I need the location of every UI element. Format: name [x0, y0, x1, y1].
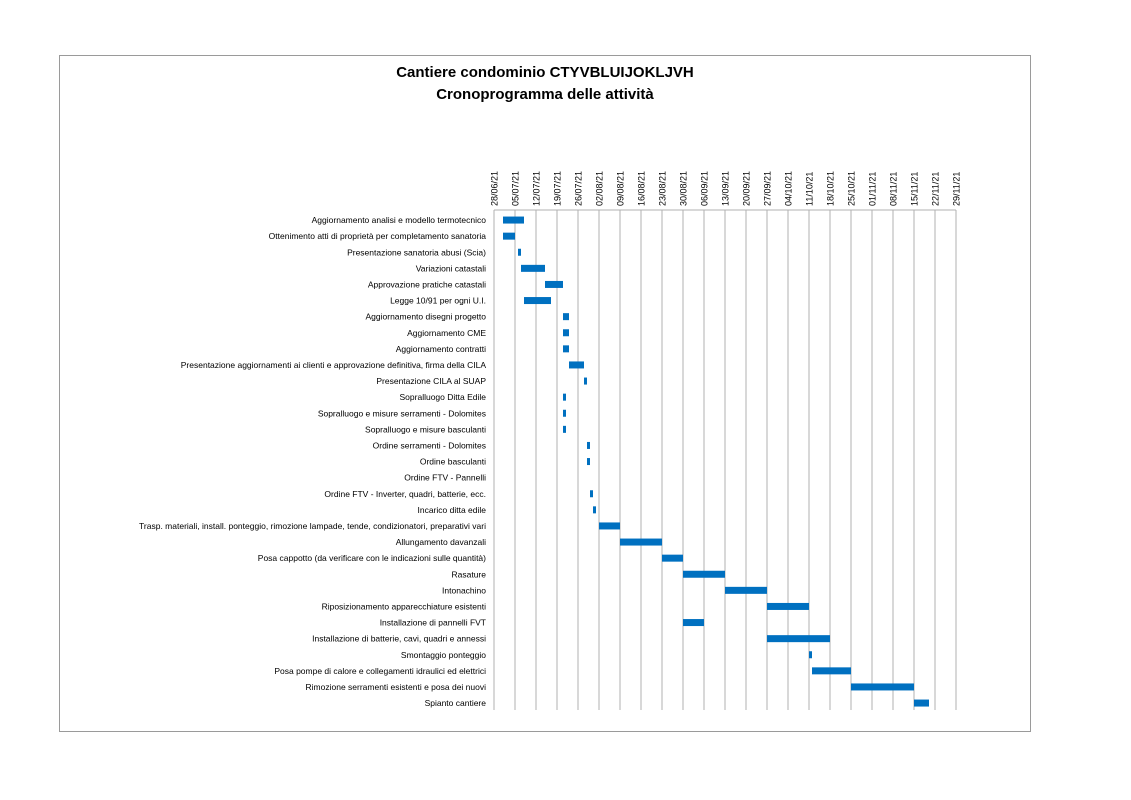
task-bar [587, 441, 590, 449]
task-label: Ordine basculanti [420, 457, 486, 467]
x-tick-label: 06/09/21 [700, 171, 710, 206]
task-bar [584, 377, 587, 385]
x-tick-label: 19/07/21 [553, 171, 563, 206]
task-label: Sopralluogo e misure basculanti [365, 424, 486, 434]
task-bar [590, 490, 593, 498]
task-bar [851, 683, 914, 691]
task-label: Spianto cantiere [425, 698, 487, 708]
x-tick-label: 13/09/21 [721, 171, 731, 206]
task-label: Presentazione aggiornamenti ai clienti e… [181, 360, 487, 370]
task-bar [563, 425, 566, 433]
x-tick-label: 30/08/21 [679, 171, 689, 206]
x-tick-label: 26/07/21 [574, 171, 584, 206]
task-bar [587, 458, 590, 466]
x-tick-label: 11/10/21 [805, 172, 815, 206]
x-tick-label: 25/10/21 [847, 171, 857, 206]
task-bar [563, 329, 569, 337]
task-label: Intonachino [442, 585, 486, 595]
chart-subtitle: Cronoprogramma delle attività [436, 86, 654, 103]
task-label: Sopralluogo e misure serramenti - Dolomi… [318, 408, 486, 418]
task-label: Smontaggio ponteggio [401, 650, 486, 660]
task-label: Sopralluogo Ditta Edile [400, 392, 487, 402]
x-tick-label: 15/11/21 [910, 172, 920, 206]
x-tick-label: 18/10/21 [826, 171, 836, 206]
task-bar [812, 667, 851, 675]
task-label: Presentazione CILA al SUAP [376, 376, 486, 386]
task-bar [503, 232, 515, 240]
task-label: Ordine FTV - Inverter, quadri, batterie,… [324, 489, 486, 499]
task-bar [563, 313, 569, 321]
task-bar [503, 216, 524, 224]
task-bar [524, 297, 551, 305]
x-tick-label: 22/11/21 [931, 172, 941, 206]
task-label: Variazioni catastali [416, 263, 486, 273]
task-label: Aggiornamento contratti [396, 344, 486, 354]
x-tick-label: 12/07/21 [532, 171, 542, 206]
task-bar [521, 264, 545, 272]
task-label: Installazione di pannelli FVT [380, 618, 486, 628]
x-tick-label: 20/09/21 [742, 171, 752, 206]
task-bar [518, 248, 521, 256]
task-bar [683, 619, 704, 627]
task-label: Riposizionamento apparecchiature esisten… [322, 601, 487, 611]
task-bar [767, 635, 830, 643]
task-label: Presentazione sanatoria abusi (Scia) [347, 247, 486, 257]
task-bar [767, 602, 809, 610]
task-bar [662, 554, 683, 562]
task-label: Posa cappotto (da verificare con le indi… [258, 553, 486, 563]
task-bar [683, 570, 725, 578]
task-bar [593, 506, 596, 514]
task-bar [563, 409, 566, 417]
x-tick-label: 01/11/21 [868, 172, 878, 206]
x-tick-label: 08/11/21 [889, 172, 899, 206]
task-bar [563, 345, 569, 353]
task-bar [569, 361, 584, 369]
task-label: Incarico ditta edile [417, 505, 486, 515]
x-tick-label: 04/10/21 [784, 171, 794, 206]
chart-title: Cantiere condominio CTYVBLUIJOKLJVH [396, 64, 694, 81]
task-label: Rimozione serramenti esistenti e posa de… [306, 682, 487, 692]
task-bar [545, 280, 563, 288]
task-label: Aggiornamento CME [407, 328, 486, 338]
x-tick-label: 27/09/21 [763, 171, 773, 206]
task-label: Aggiornamento disegni progetto [366, 312, 487, 322]
task-label: Approvazione pratiche catastali [368, 279, 486, 289]
task-bar [599, 522, 620, 530]
task-label: Ordine FTV - Pannelli [404, 473, 486, 483]
x-tick-label: 23/08/21 [658, 171, 668, 206]
task-bar [914, 699, 929, 707]
x-tick-label: 02/08/21 [595, 171, 605, 206]
task-label: Allungamento davanzali [396, 537, 486, 547]
task-bar [725, 586, 767, 594]
x-tick-label: 16/08/21 [637, 171, 647, 206]
x-tick-label: 29/11/21 [952, 172, 962, 206]
task-label: Posa pompe di calore e collegamenti idra… [274, 666, 486, 676]
task-label: Ordine serramenti - Dolomites [373, 440, 486, 450]
chart-frame [59, 55, 1031, 732]
task-label: Ottenimento atti di proprietà per comple… [269, 231, 487, 241]
task-label: Installazione di batterie, cavi, quadri … [312, 634, 486, 644]
task-label: Aggiornamento analisi e modello termotec… [312, 215, 487, 225]
task-label: Rasature [452, 569, 487, 579]
task-bar [809, 651, 812, 659]
task-bar [620, 538, 662, 546]
x-tick-label: 28/06/21 [490, 171, 500, 206]
task-label: Legge 10/91 per ogni U.I. [390, 296, 486, 306]
task-bar [563, 393, 566, 401]
x-tick-label: 05/07/21 [511, 171, 521, 206]
x-tick-label: 09/08/21 [616, 171, 626, 206]
task-label: Trasp. materiali, install. ponteggio, ri… [139, 521, 486, 531]
